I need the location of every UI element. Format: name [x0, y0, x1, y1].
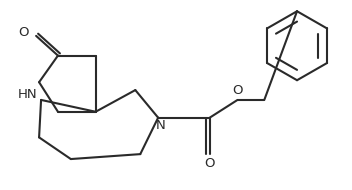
Text: HN: HN: [17, 89, 37, 101]
Text: O: O: [232, 84, 243, 97]
Text: N: N: [155, 119, 165, 132]
Text: O: O: [205, 158, 215, 170]
Text: O: O: [18, 26, 29, 39]
